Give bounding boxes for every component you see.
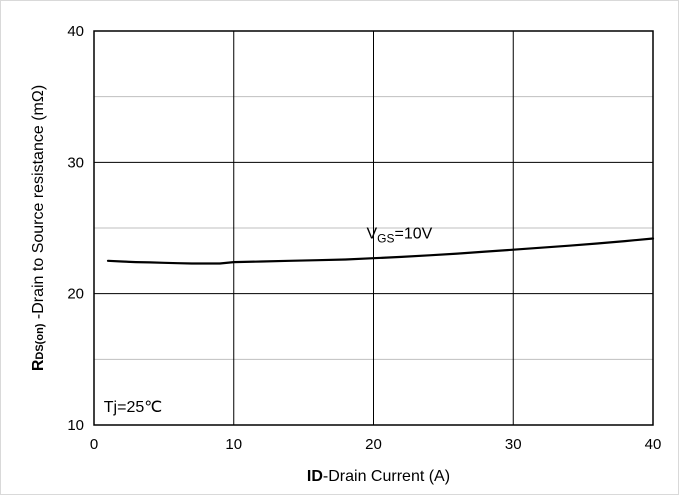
series-label-rest: =10V	[395, 226, 433, 243]
x-tick-label-20: 20	[365, 436, 382, 453]
series-label-0: VGS=10V	[367, 226, 433, 246]
x-tick-label-40: 40	[645, 436, 662, 453]
y-axis-title-prefix: R	[30, 359, 47, 371]
series-label-main: V	[367, 226, 378, 243]
x-tick-label-10: 10	[225, 436, 242, 453]
series-line-0	[106, 237, 655, 265]
x-axis-title: ID-Drain Current (A)	[307, 468, 450, 485]
plot-area-border	[93, 30, 654, 426]
y-tick-label-20: 20	[67, 286, 84, 303]
y-tick-label-30: 30	[67, 154, 84, 171]
y-tick-label-40: 40	[67, 23, 84, 40]
x-tick-label-0: 0	[90, 436, 98, 453]
tick-labels: 0 10 20 30 40 10 20 30 40	[67, 23, 661, 453]
series-label-subscript: GS	[377, 232, 394, 246]
y-axis-title-rest: -Drain to Source resistance (mΩ)	[30, 85, 47, 324]
series-layer: VGS=10V	[106, 226, 655, 265]
y-tick-label-10: 10	[67, 417, 84, 434]
x-tick-label-30: 30	[505, 436, 522, 453]
y-axis-title-sub: DS(on)	[34, 323, 46, 359]
y-axis-title: RDS(on) -Drain to Source resistance (mΩ)	[30, 85, 47, 371]
x-axis-title-rest: -Drain Current (A)	[323, 468, 450, 485]
annotation-0: Tj=25℃	[104, 399, 162, 416]
annotations: Tj=25℃	[104, 399, 162, 416]
x-axis-title-bold: ID	[307, 468, 323, 485]
